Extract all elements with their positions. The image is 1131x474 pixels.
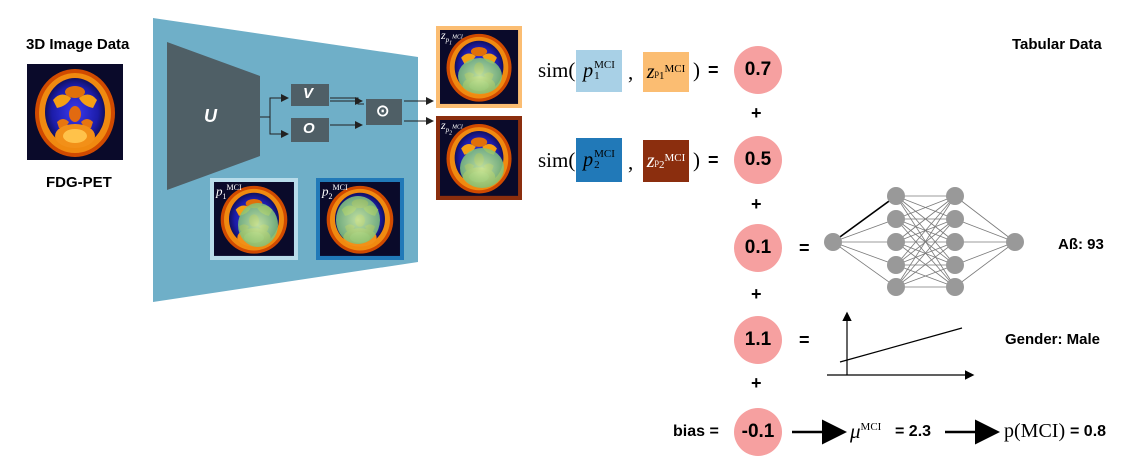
plus-1: + (751, 103, 762, 123)
nn-node (1006, 233, 1024, 251)
nn-node (824, 233, 842, 251)
prototype-image-1 (210, 178, 298, 260)
nn-node (946, 233, 964, 251)
input-pet-image (27, 64, 123, 160)
prototype-image-2 (316, 178, 404, 260)
o-block (291, 118, 329, 142)
plus-3: + (751, 284, 762, 304)
sim-row-2-equals: = (708, 150, 719, 170)
prototype-2-label: p2MCI (322, 183, 348, 201)
v-block (291, 84, 329, 106)
nn-edge (832, 218, 897, 243)
p2-box: p MCI 2 (576, 138, 622, 182)
nn-node (946, 210, 964, 228)
mu-expression: μMCI (850, 419, 882, 443)
nn-node (946, 256, 964, 274)
hadamard-symbol: ⊙ (376, 103, 390, 120)
nn-node (946, 278, 964, 296)
sim-row-2-open: sim( (538, 148, 576, 172)
tabular-title: Tabular Data (1012, 36, 1102, 53)
image-data-title: 3D Image Data (26, 36, 130, 53)
nn-edge (895, 264, 956, 288)
sim-row-1-comma: , (628, 60, 634, 84)
nn-edge (832, 241, 897, 266)
contribution-circle-4: 1.1 (734, 316, 782, 364)
sim-row-2-comma: , (628, 150, 634, 174)
contribution-circle-2: 0.5 (734, 136, 782, 184)
contribution-circle-1: 0.7 (734, 46, 782, 94)
contribution-circle-3: 0.1 (734, 224, 782, 272)
abeta-feature: Aß: 93 (1058, 236, 1104, 253)
bias-label: bias = (673, 423, 719, 440)
prototype-1-label: p1MCI (216, 183, 242, 201)
v-label: V (303, 85, 314, 102)
nn-node (887, 210, 905, 228)
neural-network (824, 187, 1024, 296)
plus-2: + (751, 194, 762, 214)
z-image-2 (436, 116, 522, 200)
nn-edge (832, 241, 897, 288)
nn-node (887, 278, 905, 296)
hadamard-block (366, 99, 402, 125)
linear-plot (827, 311, 975, 380)
nn-edge (895, 195, 956, 288)
nn-edge (954, 241, 1016, 266)
plus-4: + (751, 373, 762, 393)
nn-node (887, 233, 905, 251)
nn-edge (895, 195, 956, 220)
nn-edge (954, 218, 1016, 243)
nn-edge (895, 195, 956, 266)
fdg-pet-caption: FDG-PET (46, 174, 112, 191)
nn-edge (954, 195, 1016, 243)
o-label: O (303, 120, 315, 137)
nn-node (887, 256, 905, 274)
nn-node (946, 187, 964, 205)
nn-edge (895, 241, 956, 288)
z2-box: z p2MCI (643, 140, 689, 182)
sim-row-1-close: ) (693, 58, 700, 82)
z-image-2-label: zp2MCI (441, 118, 463, 137)
nn-node (887, 187, 905, 205)
gender-feature: Gender: Male (1005, 331, 1101, 348)
sim-row-1-equals: = (708, 60, 719, 80)
nn-edge (954, 241, 1016, 288)
p1-box: p MCI 1 (576, 50, 622, 92)
nn-edge (895, 195, 956, 243)
sim-row-1-open: sim( (538, 58, 576, 82)
p-mci-value: = 0.8 (1070, 423, 1107, 440)
equals-linear: = (799, 330, 810, 350)
nn-highlight-edge (832, 195, 897, 243)
bias-circle: -0.1 (734, 408, 782, 456)
nn-edge (895, 218, 956, 288)
p-mci-expression: p(MCI) (1004, 420, 1066, 442)
encoder-connectors (260, 94, 434, 138)
z-image-1 (436, 26, 522, 108)
mu-value: = 2.3 (895, 423, 932, 440)
u-label: U (204, 106, 217, 126)
z-image-1-label: zp1MCI (441, 28, 463, 47)
z1-box: z p1MCI (643, 52, 689, 92)
sim-row-2-close: ) (693, 148, 700, 172)
equals-nn: = (799, 238, 810, 258)
encoder-u-block (167, 42, 260, 190)
